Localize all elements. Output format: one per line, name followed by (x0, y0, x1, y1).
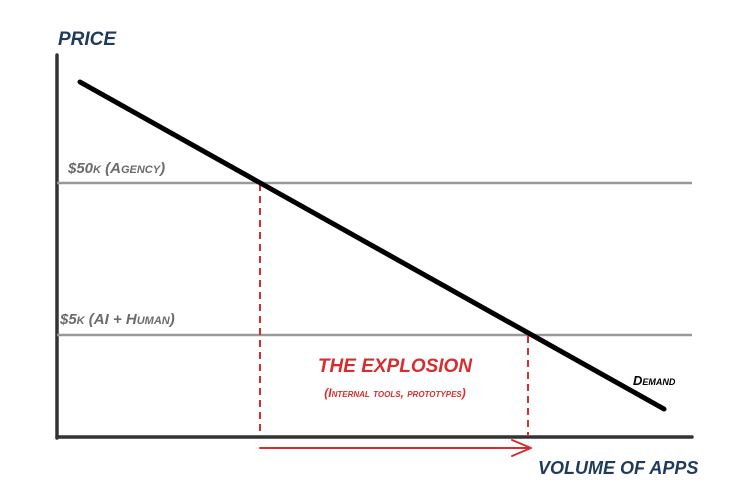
region-subtitle: (Internal tools, prototypes) (324, 386, 466, 400)
demand-label: Demand (633, 373, 676, 388)
demand-curve (77, 79, 667, 412)
x-axis-label: VOLUME OF APPS (538, 458, 698, 478)
region-title: THE EXPLOSION (318, 356, 473, 377)
volume-increase-arrow (259, 439, 532, 457)
y-axis-label: PRICE (58, 29, 117, 50)
level-label-5k: $5k (AI + Human) (59, 311, 175, 328)
level-label-50k: $50k (Agency) (67, 160, 165, 177)
